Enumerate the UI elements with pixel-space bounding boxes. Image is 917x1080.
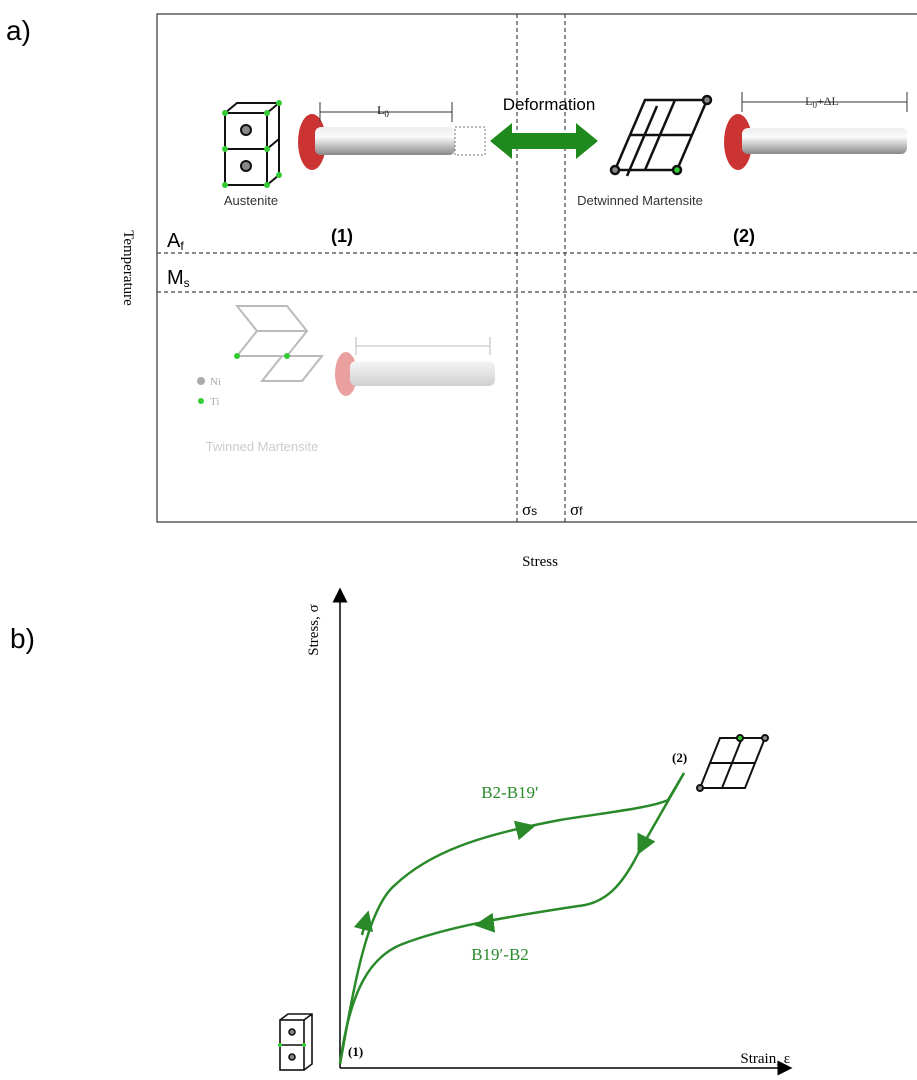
ms-label: Ms: [167, 267, 190, 290]
sigma-f: σf: [570, 500, 583, 519]
x-axis-label: Stress: [522, 554, 558, 570]
detwinned-crystal: [611, 96, 711, 176]
length-end: L0+ΔL: [805, 94, 839, 110]
austenite-label: Austenite: [224, 193, 278, 208]
detwinned-crystal: [697, 735, 768, 791]
loading-label: B2-B19′: [481, 783, 539, 802]
panel-label: b): [10, 623, 35, 654]
rod: [742, 128, 907, 154]
deformation-arrow: [490, 123, 598, 159]
ni-marker: [197, 377, 205, 385]
deformation-label: Deformation: [503, 95, 596, 114]
detwinned-label: Detwinned Martensite: [577, 193, 703, 208]
x-axis-label: Strain, ε: [740, 1051, 790, 1067]
twinned-crystal: [234, 306, 322, 381]
state-label: (2): [672, 750, 687, 765]
state-label: (1): [331, 226, 353, 246]
state-label: (1): [348, 1044, 363, 1059]
figure: a) Temperature Stress Austenite L0 Defor…: [0, 0, 917, 1080]
y-axis-label: Stress, σ: [306, 604, 322, 655]
twinned-label: Twinned Martensite: [206, 439, 319, 454]
austenite-crystal: [278, 1014, 312, 1070]
ti-marker: [198, 398, 204, 404]
length-marker: [356, 337, 490, 355]
austenite-crystal: [225, 103, 279, 185]
hysteresis-curve: [340, 773, 684, 1064]
panel-label: a): [6, 15, 31, 46]
length-start: L0: [377, 103, 389, 119]
rod: [350, 361, 495, 386]
state-label: (2): [733, 226, 755, 246]
legend-ti: Ti: [210, 396, 219, 408]
y-axis-label: Temperature: [120, 230, 136, 306]
rod-extension: [455, 127, 485, 155]
rod: [315, 127, 455, 155]
af-label: Af: [167, 230, 184, 253]
sigma-s: σs: [522, 500, 537, 519]
unloading-label: B19′-B2: [471, 945, 529, 964]
legend-ni: Ni: [210, 376, 221, 388]
